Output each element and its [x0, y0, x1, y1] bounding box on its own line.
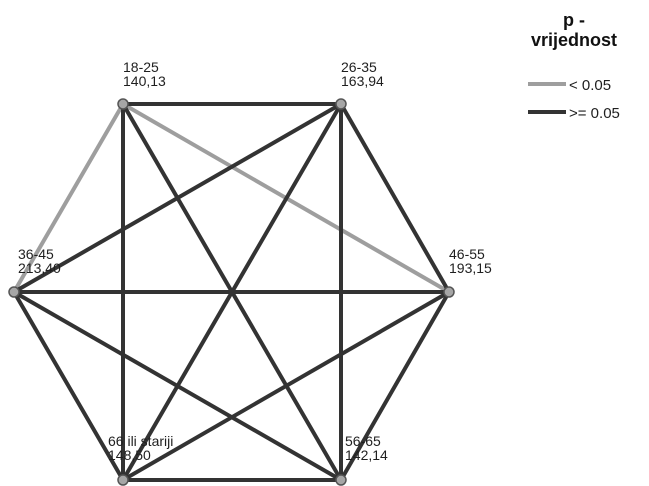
node-36-45	[8, 286, 20, 298]
node-group-label: 56-65	[345, 433, 381, 449]
node-46-55	[443, 286, 455, 298]
node-group-label: 66 ili stariji	[108, 433, 173, 449]
node-value-label: 142,14	[345, 447, 388, 463]
node-group-label: 46-55	[449, 246, 485, 262]
legend-title-line2: vrijednost	[531, 30, 617, 50]
node-value-label: 193,15	[449, 260, 492, 276]
legend: p - vrijednost < 0.05 >= 0.05	[528, 10, 620, 122]
node-18-25	[117, 98, 129, 110]
edges-layer	[12, 102, 451, 482]
node-group-label: 36-45	[18, 246, 54, 262]
node-group-label: 26-35	[341, 59, 377, 75]
edge-18-25-to-36-45-significant	[12, 102, 125, 294]
edge-46-55-to-66+-not-significant	[122, 290, 450, 482]
legend-label-significant: < 0.05	[569, 77, 611, 94]
node-value-label: 140,13	[123, 73, 166, 89]
edge-36-45-to-56-65-not-significant	[13, 290, 342, 482]
legend-title-line1: p -	[563, 10, 585, 30]
node-group-label: 18-25	[123, 59, 159, 75]
node-66+	[117, 474, 129, 486]
node-value-label: 163,94	[341, 73, 384, 89]
nodes-layer	[8, 98, 455, 486]
node-value-label: 148,50	[108, 447, 151, 463]
node-value-label: 213,40	[18, 260, 61, 276]
edge-36-45-to-66+-not-significant	[12, 290, 125, 482]
node-56-65	[335, 474, 347, 486]
edge-46-55-to-56-65-not-significant	[339, 291, 451, 481]
node-26-35	[335, 98, 347, 110]
edge-26-35-to-46-55-not-significant	[339, 103, 451, 293]
edge-26-35-to-36-45-not-significant	[13, 102, 342, 294]
legend-label-not-significant: >= 0.05	[569, 105, 620, 122]
